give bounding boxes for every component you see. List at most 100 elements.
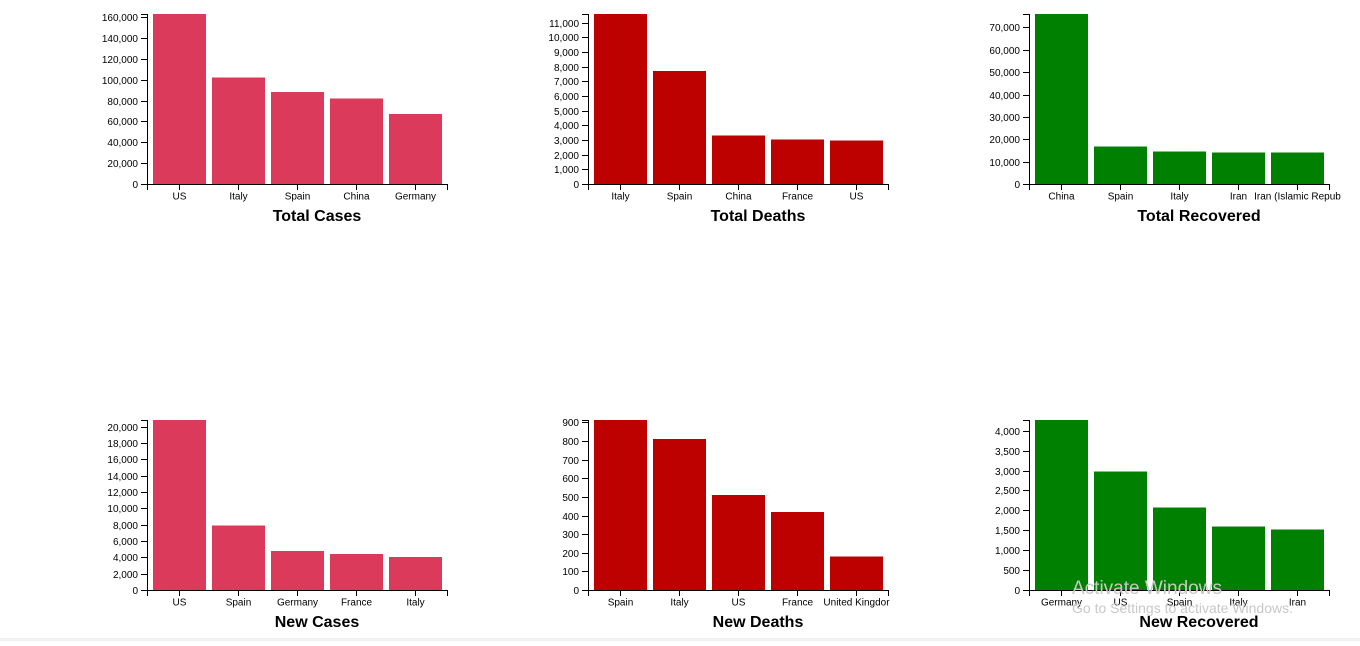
chart-total-cases: 0 20,000 40,000 60,000 80,000 100,000 120,000 1…: [102, 13, 448, 225]
x-tick-label-spain: Spain: [1108, 192, 1134, 203]
bar-france: [330, 554, 383, 590]
y-tick-label: 0: [1014, 180, 1020, 191]
y-tick-label: 400: [562, 512, 579, 523]
x-tick-label-france: France: [341, 598, 373, 609]
y-tick-label: 800: [562, 437, 579, 448]
chart-total-deaths: 0 1,000 2,000 3,000 4,000 5,000 6,000 7,000 8,00…: [548, 14, 889, 225]
bar-china: [712, 135, 765, 184]
x-tick-label-iran: Iran: [1289, 598, 1306, 609]
x-tick-label-italy: Italy: [406, 598, 424, 609]
x-tick-label-us: US: [173, 192, 187, 203]
y-axis-line: [1023, 420, 1030, 591]
bar-italy: [594, 14, 647, 184]
bar-us: [1094, 471, 1147, 590]
y-tick-label: 10,000: [107, 504, 138, 515]
x-tick-label-spain: Spain: [608, 598, 634, 609]
x-tick-label-italy: Italy: [670, 598, 688, 609]
bar-spain: [271, 92, 324, 184]
y-tick-label: 30,000: [989, 113, 1020, 124]
y-tick-label: 3,000: [554, 136, 579, 147]
x-tick-label-us: US: [1114, 598, 1128, 609]
y-axis-line: [141, 14, 148, 185]
y-tick-label: 900: [562, 418, 579, 429]
bar-spain: [653, 71, 706, 184]
y-tick-label: 40,000: [107, 138, 138, 149]
chart-title: New Deaths: [713, 614, 804, 631]
y-tick-label: 10,000: [989, 158, 1020, 169]
bar-italy: [653, 438, 706, 590]
y-tick-label: 20,000: [989, 135, 1020, 146]
y-tick-label: 0: [573, 586, 579, 597]
y-tick-label: 2,500: [995, 486, 1020, 497]
y-axis-line: [582, 14, 589, 185]
y-tick-label: 8,000: [554, 63, 579, 74]
bar-spain: [594, 420, 647, 590]
y-tick-label: 9,000: [554, 48, 579, 59]
bar-iran-islamic-repub: [1271, 152, 1324, 184]
y-tick-label: 3,000: [995, 467, 1020, 478]
x-tick-label-italy: Italy: [229, 192, 247, 203]
y-tick-label: 140,000: [102, 34, 139, 45]
y-tick-label: 4,000: [995, 427, 1020, 438]
y-tick-label: 120,000: [102, 55, 139, 66]
x-tick-label-germany: Germany: [277, 598, 318, 609]
y-tick-label: 16,000: [107, 455, 138, 466]
y-tick-label: 40,000: [989, 91, 1020, 102]
x-tick-label-spain: Spain: [226, 598, 252, 609]
y-tick-label: 0: [573, 180, 579, 191]
bar-italy: [389, 556, 442, 590]
bar-iran: [1271, 529, 1324, 590]
y-tick-label: 10,000: [548, 33, 579, 44]
y-tick-label: 6,000: [554, 92, 579, 103]
y-tick-label: 12,000: [107, 488, 138, 499]
y-tick-label: 500: [1003, 566, 1020, 577]
x-tick-label-italy: Italy: [1229, 598, 1247, 609]
bar-china: [1035, 14, 1088, 184]
x-tick-label-spain: Spain: [1167, 598, 1193, 609]
y-tick-label: 14,000: [107, 472, 138, 483]
bar-iran: [1212, 152, 1265, 184]
y-tick-label: 700: [562, 456, 579, 467]
bar-us: [153, 420, 206, 590]
y-tick-label: 2,000: [554, 151, 579, 162]
y-tick-label: 500: [562, 493, 579, 504]
y-tick-label: 20,000: [107, 159, 138, 170]
bar-united-kingdor: [830, 556, 883, 590]
bar-spain: [1094, 146, 1147, 184]
chart-title: Total Cases: [273, 208, 362, 225]
bar-italy: [1153, 151, 1206, 184]
y-axis-line: [1023, 14, 1030, 185]
chart-title: Total Deaths: [711, 208, 806, 225]
y-tick-label: 1,500: [995, 526, 1020, 537]
y-axis-line: [582, 420, 589, 591]
y-tick-label: 70,000: [989, 23, 1020, 34]
y-tick-label: 100: [562, 567, 579, 578]
y-tick-label: 4,000: [554, 121, 579, 132]
x-tick-label-us: US: [173, 598, 187, 609]
bar-us: [153, 14, 206, 184]
x-tick-label-germany: Germany: [395, 192, 436, 203]
y-tick-label: 3,500: [995, 447, 1020, 458]
x-tick-label-iran-islamic-repub: Iran (Islamic Repub: [1254, 192, 1341, 203]
y-tick-label: 100,000: [102, 76, 139, 87]
y-tick-label: 18,000: [107, 439, 138, 450]
bar-france: [771, 512, 824, 590]
x-tick-label-france: France: [782, 192, 814, 203]
y-tick-label: 4,000: [113, 553, 138, 564]
bar-us: [830, 140, 883, 184]
y-tick-label: 1,000: [554, 165, 579, 176]
x-tick-label-us: US: [850, 192, 864, 203]
x-tick-label-france: France: [782, 598, 814, 609]
chart-new-recovered: 0 500 1,000 1,500 2,000 2,500 3,000 3,500 4,000 G…: [995, 420, 1330, 631]
y-tick-label: 11,000: [549, 19, 579, 30]
y-tick-label: 2,000: [995, 506, 1020, 517]
bar-germany: [1035, 420, 1088, 590]
chart-total-recovered: 0 10,000 20,000 30,000 40,000 50,000 60,000 70,…: [989, 14, 1341, 225]
chart-title: Total Recovered: [1137, 208, 1260, 225]
y-tick-label: 60,000: [989, 46, 1020, 57]
y-tick-label: 2,000: [113, 570, 138, 581]
chart-title: New Cases: [275, 614, 360, 631]
x-tick-label-us: US: [732, 598, 746, 609]
y-tick-label: 300: [562, 530, 579, 541]
